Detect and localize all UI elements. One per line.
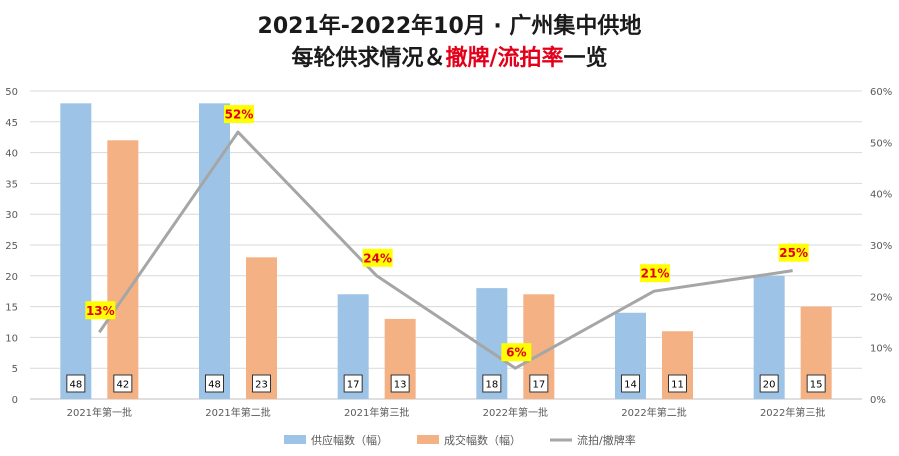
y-left-tick-label: 0	[12, 395, 18, 406]
title-part-overview: 一览	[563, 46, 608, 71]
y-left-tick-label: 20	[5, 272, 18, 283]
legend-swatch	[284, 435, 306, 444]
bar-value-box	[621, 374, 640, 393]
rate-label-bg	[85, 301, 116, 320]
y-right-tick-label: 0%	[870, 395, 886, 406]
rate-data-label: 13%	[86, 304, 115, 318]
y-left-tick-label: 35	[5, 179, 18, 190]
y-left-tick-label: 30	[5, 210, 18, 221]
title-part-supply-demand: 每轮供求情况＆	[291, 46, 446, 71]
y-right-tick-label: 60%	[870, 87, 892, 98]
bar-value-label: 23	[255, 380, 268, 391]
bar-supply	[199, 103, 230, 399]
bar-value-label: 17	[347, 380, 360, 391]
rate-label-bg	[501, 343, 532, 362]
bar-value-label: 11	[671, 380, 684, 391]
y-right-tick-label: 40%	[870, 190, 892, 201]
bar-value-box	[66, 374, 86, 393]
x-tick-label: 2021年第一批	[67, 406, 132, 419]
bar-value-label: 48	[69, 380, 82, 391]
legend-swatch	[417, 435, 439, 444]
rate-label-bg	[778, 243, 809, 262]
bar-supply	[60, 103, 92, 399]
bar-value-box	[482, 374, 502, 393]
bar-value-label: 48	[208, 380, 221, 391]
y-right-tick-label: 50%	[870, 138, 892, 149]
x-tick-label: 2021年第三批	[344, 406, 409, 419]
bar-value-label: 42	[116, 380, 129, 391]
y-right-tick-label: 20%	[870, 292, 892, 303]
bar-deal	[107, 140, 139, 399]
y-right-tick-label: 30%	[870, 241, 892, 252]
bar-value-box	[668, 374, 687, 393]
y-left-tick-label: 45	[5, 118, 18, 129]
bar-value-label: 14	[624, 380, 637, 391]
y-left-tick-label: 25	[5, 241, 18, 252]
bar-value-box	[205, 374, 224, 393]
bar-value-label: 13	[394, 380, 407, 391]
bar-value-box	[806, 374, 826, 393]
y-left-tick-label: 10	[5, 333, 18, 344]
bar-value-label: 15	[810, 380, 823, 391]
x-tick-label: 2021年第二批	[205, 406, 270, 419]
bar-value-box	[529, 374, 549, 393]
rate-data-label: 52%	[225, 108, 254, 122]
title-part-rate: 撤牌/流拍率	[445, 46, 564, 71]
bar-value-box	[252, 374, 271, 393]
bar-value-label: 18	[485, 380, 498, 391]
bar-value-box	[113, 374, 133, 393]
legend-label: 流拍/撤牌率	[577, 433, 636, 447]
x-tick-label: 2022年第一批	[483, 406, 548, 419]
rate-line	[98, 130, 793, 370]
rate-data-label: 24%	[363, 251, 392, 265]
rate-data-label: 25%	[779, 246, 808, 260]
rate-label-bg	[362, 248, 393, 267]
rate-label-bg	[224, 105, 254, 124]
rate-data-label: 6%	[506, 346, 526, 360]
legend-label: 供应幅数（幅）	[311, 433, 388, 447]
bar-value-box	[390, 374, 410, 393]
bar-value-label: 20	[763, 380, 776, 391]
bar-value-label: 17	[532, 380, 545, 391]
bar-value-box	[759, 374, 779, 393]
bar-value-box	[343, 374, 363, 393]
rate-data-label: 21%	[641, 267, 670, 281]
x-tick-label: 2022年第三批	[760, 406, 825, 419]
y-left-tick-label: 40	[5, 149, 18, 160]
rate-label-bg	[640, 264, 670, 283]
legend-label: 成交幅数（幅）	[444, 433, 521, 447]
chart-title-line1: 2021年-2022年10月 · 广州集中供地	[257, 14, 642, 39]
y-left-tick-label: 5	[12, 364, 18, 375]
x-tick-label: 2022年第二批	[621, 406, 686, 419]
y-right-tick-label: 10%	[870, 344, 892, 355]
y-left-tick-label: 15	[5, 303, 18, 314]
y-left-tick-label: 50	[5, 87, 18, 98]
chart-title-line2: 每轮供求情况＆撤牌/流拍率一览	[0, 40, 899, 72]
